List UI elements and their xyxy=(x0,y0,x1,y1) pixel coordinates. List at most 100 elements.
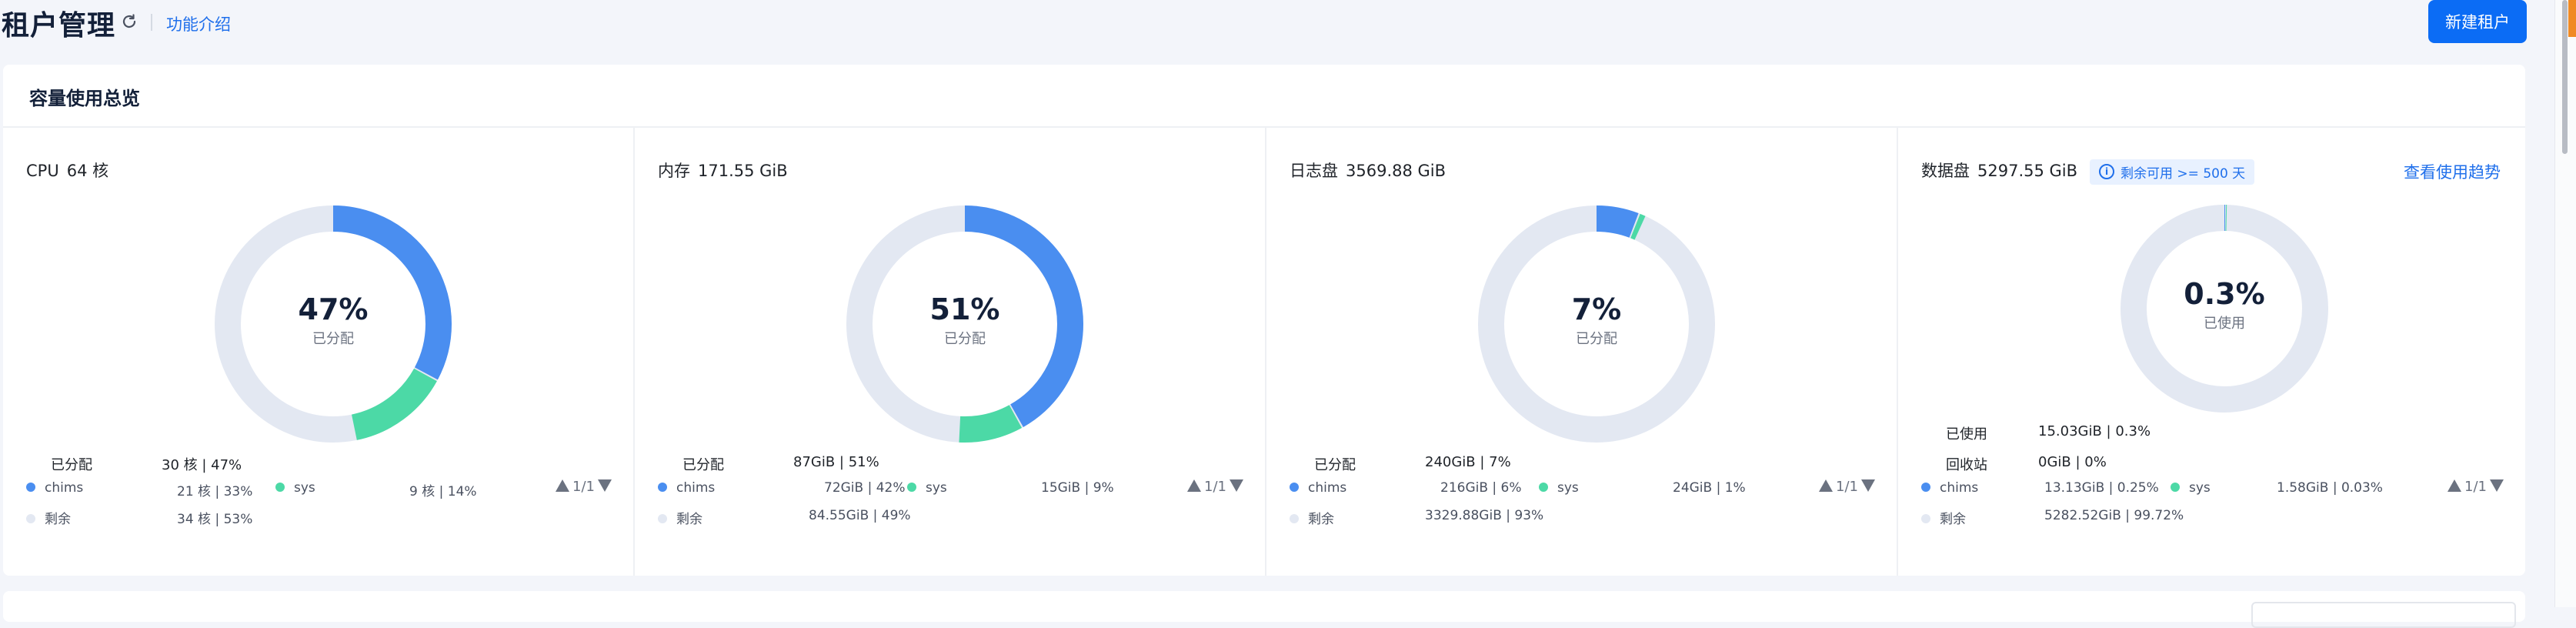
donut-segment-chims xyxy=(215,205,452,443)
new-tenant-button[interactable]: 新建租户 xyxy=(2428,0,2527,43)
panel-label: CPU xyxy=(26,162,59,180)
legend-item-sys: sys xyxy=(907,480,947,496)
legend-item-remaining: 剩余 xyxy=(658,508,702,527)
panel-total: 3569.88 GiB xyxy=(1346,162,1446,180)
legend-item-value: 13.13GiB | 0.25% xyxy=(2044,480,2159,496)
legend-item-chims: chims xyxy=(1290,480,1346,496)
donut-chart: 47% 已分配 xyxy=(214,205,452,443)
remaining-dot xyxy=(1290,514,1299,523)
donut-percent: 0.3% xyxy=(2184,277,2265,311)
legend-item-name: sys xyxy=(2189,480,2211,496)
pager-prev-icon[interactable] xyxy=(1187,479,1201,492)
legend-main-value: 15.03GiB | 0.3% xyxy=(2038,423,2151,439)
panel-header: 内存 171.55 GiB xyxy=(658,159,788,182)
sys-dot xyxy=(1539,483,1548,492)
refresh-icon[interactable] xyxy=(120,12,138,31)
panel-label: 数据盘 xyxy=(1921,162,1970,180)
donut-segment-chims xyxy=(846,205,1083,443)
chims-dot xyxy=(658,483,667,492)
pager-text: 1/1 xyxy=(572,479,595,495)
legend-recycle-value: 0GiB | 0% xyxy=(2038,454,2107,470)
sys-dot xyxy=(2171,483,2180,492)
legend-item-name: 剩余 xyxy=(1308,512,1334,527)
legend-item-chims: chims xyxy=(1921,480,1978,496)
legend-main-row: 已分配 xyxy=(1290,454,1356,474)
pager-next-icon[interactable] xyxy=(597,479,612,492)
legend-main-label: 已分配 xyxy=(682,457,724,473)
panel-header: 日志盘 3569.88 GiB xyxy=(1290,159,1446,182)
legend-recycle-label: 回收站 xyxy=(1946,457,1987,473)
legend-item-value: 216GiB | 6% xyxy=(1440,480,1522,496)
legend-pager: 1/1 xyxy=(1187,479,1243,495)
legend-item-sys: sys xyxy=(275,480,315,496)
capacity-overview-card: 容量使用总览 CPU 64 核 47% 已分配 已分配 30 核 | 47% ch… xyxy=(3,65,2527,603)
pager-text: 1/1 xyxy=(1204,479,1226,495)
remaining-days-tag: i 剩余可用 >= 500 天 xyxy=(2090,159,2255,185)
panel-cpu: CPU 64 核 47% 已分配 已分配 30 核 | 47% chims 21 … xyxy=(3,128,633,603)
donut-percent: 47% xyxy=(298,292,369,326)
sys-dot xyxy=(907,483,916,492)
legend-main-value: 240GiB | 7% xyxy=(1425,454,1511,470)
donut-segment-sys xyxy=(846,205,1083,443)
info-icon: i xyxy=(2099,164,2115,179)
legend-pager: 1/1 xyxy=(1819,479,1875,495)
pager-prev-icon[interactable] xyxy=(1819,479,1833,492)
panel-total: 64 核 xyxy=(66,162,109,180)
legend-item-chims: chims xyxy=(658,480,715,496)
legend-item-sys: sys xyxy=(1539,480,1579,496)
page-title: 租户管理 xyxy=(2,10,116,42)
legend-main-row: 已分配 xyxy=(658,454,724,474)
page-scrollbar-thumb[interactable] xyxy=(2562,0,2568,154)
panel-data-disk: 数据盘 5297.55 GiB i 剩余可用 >= 500 天 查看使用趋势 0.3%… xyxy=(1897,128,2527,576)
legend-item-sys: sys xyxy=(2171,480,2211,496)
legend-item-name: chims xyxy=(45,480,84,496)
donut-center-label: 已分配 xyxy=(944,331,986,347)
pager-next-icon[interactable] xyxy=(1860,479,1875,492)
legend-item-name: sys xyxy=(1557,480,1579,496)
panel-log-disk: 日志盘 3569.88 GiB 7% 已分配 已分配 240GiB | 7% ch… xyxy=(1265,128,1897,603)
legend-pager: 1/1 xyxy=(556,479,612,495)
pager-prev-icon[interactable] xyxy=(2448,479,2461,492)
legend-item-name: 剩余 xyxy=(45,512,71,527)
donut-center: 0.3% 已使用 xyxy=(2121,277,2328,332)
pager-text: 1/1 xyxy=(2464,479,2487,495)
legend-item-name: chims xyxy=(1940,480,1979,496)
donut-svg xyxy=(1478,205,1715,443)
header-divider xyxy=(151,14,152,31)
donut-segment-chims xyxy=(2121,205,2328,413)
legend-recycle-row: 回收站 xyxy=(1921,454,1987,474)
pager-next-icon[interactable] xyxy=(2489,479,2504,492)
legend-item-value: 15GiB | 9% xyxy=(1041,480,1114,496)
panel-memory: 内存 171.55 GiB 51% 已分配 已分配 87GiB | 51% chi… xyxy=(633,128,1265,603)
legend-main-label: 已使用 xyxy=(1946,426,1987,443)
next-card xyxy=(3,591,2525,628)
panel-label: 内存 xyxy=(658,162,690,180)
panel-label: 日志盘 xyxy=(1290,162,1338,180)
pager-next-icon[interactable] xyxy=(1229,479,1243,492)
legend-main-row: 已使用 xyxy=(1921,423,1987,443)
legend-item-value: 72GiB | 42% xyxy=(824,480,906,496)
panel-header: 数据盘 5297.55 GiB i 剩余可用 >= 500 天 xyxy=(1921,159,2255,185)
donut-segment-chims xyxy=(1478,205,1715,443)
legend-item-value: 1.58GiB | 0.03% xyxy=(2277,480,2383,496)
donut-svg xyxy=(2121,205,2328,413)
legend-main-value: 87GiB | 51% xyxy=(793,454,879,470)
legend-item-name: chims xyxy=(1308,480,1347,496)
legend-item-value: 5282.52GiB | 99.72% xyxy=(2044,508,2184,523)
view-trend-link[interactable]: 查看使用趋势 xyxy=(2404,163,2501,182)
legend-main-label: 已分配 xyxy=(51,457,92,473)
donut-center-label: 已分配 xyxy=(312,331,354,347)
remaining-dot xyxy=(658,514,667,523)
next-card-control[interactable] xyxy=(2251,602,2516,628)
pager-prev-icon[interactable] xyxy=(556,479,569,492)
tag-text: 剩余可用 >= 500 天 xyxy=(2121,165,2246,182)
legend-main-value: 30 核 | 47% xyxy=(162,457,242,473)
legend-item-value: 3329.88GiB | 93% xyxy=(1425,508,1544,523)
chims-dot xyxy=(1290,483,1299,492)
legend-item-value: 21 核 | 33% xyxy=(177,484,253,499)
legend-main-row: 已分配 xyxy=(26,454,92,474)
side-float-tab[interactable] xyxy=(2568,0,2576,37)
intro-link[interactable]: 功能介绍 xyxy=(166,15,231,34)
card-title: 容量使用总览 xyxy=(29,88,140,109)
panel-total: 5297.55 GiB xyxy=(1977,162,2078,180)
